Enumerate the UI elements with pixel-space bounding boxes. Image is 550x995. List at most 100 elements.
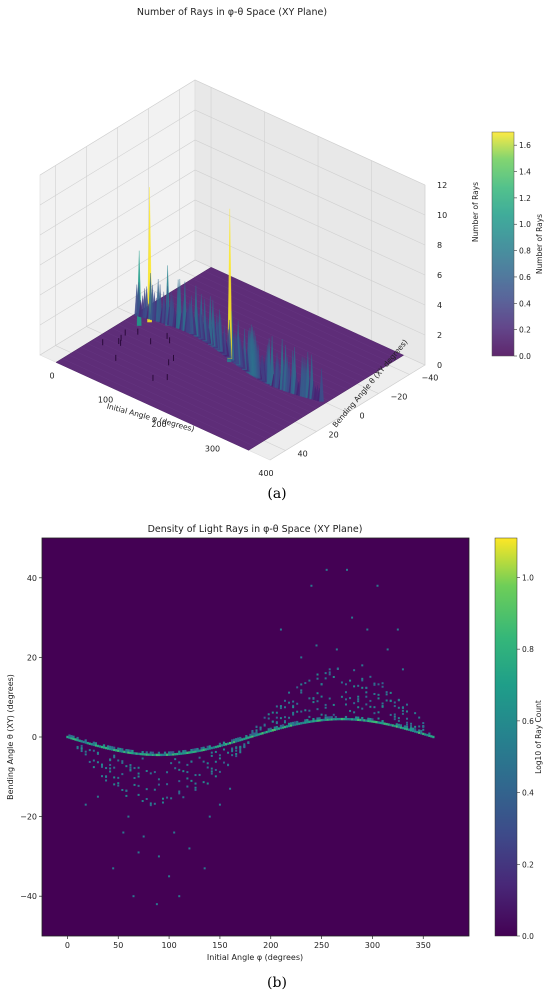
- spread-cell: [186, 771, 189, 774]
- outlier-cell: [188, 847, 191, 850]
- ridge-cell: [251, 733, 254, 736]
- ridge-cell: [399, 726, 402, 729]
- ridge-cell: [170, 753, 173, 756]
- spread-cell: [76, 747, 79, 750]
- spread-cell: [227, 751, 230, 754]
- ridge-cell: [115, 749, 118, 752]
- spread-cell: [414, 725, 417, 728]
- chart2-ylabel: Bending Angle θ (XY) (degrees): [6, 674, 15, 800]
- spread-cell: [401, 709, 404, 712]
- ridge-cell: [100, 745, 104, 749]
- spread-cell: [133, 767, 136, 770]
- outlier-cell: [173, 831, 176, 834]
- z-tick-label: 10: [437, 211, 447, 220]
- ridge-cell: [74, 738, 77, 741]
- spread-cell: [178, 768, 181, 771]
- ridge-cell: [318, 719, 321, 722]
- spread-cell: [157, 783, 160, 786]
- ridge-cell: [127, 751, 130, 754]
- spread-cell: [88, 749, 91, 752]
- ridge-cell: [393, 724, 396, 728]
- ridge-cell: [306, 720, 309, 724]
- mesh-line: [179, 286, 373, 375]
- spread-cell: [292, 704, 295, 707]
- spread-cell: [267, 713, 270, 716]
- ridge-cell: [292, 723, 295, 727]
- spread-cell: [389, 713, 392, 716]
- ridge-cell: [348, 718, 352, 721]
- mesh-line: [74, 350, 268, 439]
- ridge-cell: [275, 727, 278, 731]
- spread-cell: [153, 802, 156, 805]
- ridge-cell: [287, 724, 291, 728]
- ridge-cell: [226, 742, 230, 745]
- ridge-cell: [294, 721, 297, 724]
- spread-cell: [149, 802, 152, 805]
- ridge-cell: [381, 722, 384, 725]
- spread-cell: [222, 748, 225, 751]
- spread-cell: [137, 793, 140, 796]
- spread-cell: [405, 721, 408, 724]
- y-tick-label: −40: [422, 374, 439, 383]
- spread-cell: [145, 788, 148, 791]
- spread-cell: [292, 706, 295, 709]
- ridge-cell: [379, 721, 382, 725]
- ridge-cell: [273, 728, 276, 731]
- ridge-cell: [302, 721, 305, 725]
- outlier-cell: [137, 851, 140, 854]
- mesh-line: [111, 327, 305, 417]
- spread-cell: [157, 778, 160, 781]
- ridge-cell: [165, 753, 169, 756]
- spread-cell: [210, 751, 213, 754]
- ridge-cell: [90, 743, 93, 746]
- spread-cell: [129, 764, 132, 767]
- spread-cell: [117, 759, 120, 762]
- ridge-cell: [346, 717, 350, 721]
- spread-cell: [422, 728, 425, 731]
- chart2-xlabel: Initial Angle φ (degrees): [207, 953, 303, 962]
- spread-cell: [137, 766, 140, 769]
- mesh-line: [173, 289, 367, 379]
- spread-cell: [227, 764, 230, 767]
- spread-cell: [324, 706, 327, 709]
- ridge-cell: [328, 718, 331, 721]
- spread-cell: [320, 713, 323, 716]
- ridge-cell: [109, 747, 112, 751]
- colorbar-tick-label: 0.0: [519, 352, 531, 361]
- ridge-cell: [255, 733, 258, 737]
- spread-cell: [194, 774, 197, 777]
- spread-cell: [121, 773, 124, 776]
- spread-cell: [113, 754, 116, 757]
- ridge-cell: [78, 739, 81, 742]
- x-tick-label: 100: [98, 396, 113, 405]
- ridge-cell: [330, 718, 333, 721]
- ridge-cell: [70, 737, 73, 740]
- spread-cell: [332, 713, 335, 716]
- spread-cell: [405, 703, 408, 706]
- spread-cell: [401, 706, 404, 709]
- spread-cell: [275, 705, 278, 708]
- ridge-cell: [365, 719, 368, 722]
- spread-cell: [231, 750, 234, 753]
- ridge-cell: [96, 744, 100, 748]
- ridge-cell: [192, 748, 195, 752]
- spread-cell: [349, 709, 352, 712]
- ridge-cell: [84, 739, 87, 742]
- ridge-cell: [405, 725, 409, 729]
- ridge-cell: [420, 730, 423, 733]
- spread-cell: [263, 724, 266, 727]
- ridge-cell: [287, 722, 291, 726]
- spread-cell: [344, 703, 347, 706]
- spread-cell: [385, 693, 388, 696]
- spread-cell: [186, 785, 189, 788]
- spread-cell: [141, 800, 144, 803]
- ridge-cell: [328, 716, 331, 719]
- ridge-cell: [151, 751, 154, 755]
- ridge-cell: [330, 716, 333, 719]
- ridge-cell: [119, 747, 122, 751]
- spread-cell: [206, 762, 209, 765]
- ridge-cell: [279, 724, 283, 728]
- spread-cell: [271, 720, 274, 723]
- ridge-cell: [428, 732, 431, 735]
